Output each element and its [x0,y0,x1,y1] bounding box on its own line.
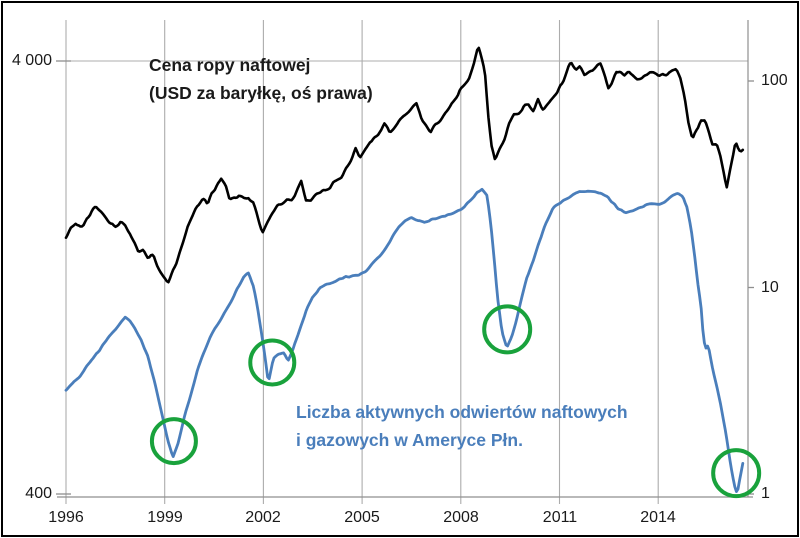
x-axis-label-2008: 2008 [443,509,479,526]
oil-price-series-label: Cena ropy naftowej (USD za baryłkę, oś p… [149,52,373,107]
x-axis-label-2011: 2011 [542,509,578,526]
oil-price-series-label-line1: Cena ropy naftowej [149,55,311,75]
rig-count-series-label: Liczba aktywnych odwiertów naftowych i g… [296,399,628,454]
oil-price-line [64,46,745,284]
oil-price-series-label-line2: (USD za baryłkę, oś prawa) [149,82,373,103]
rig-count-series-label-line1: Liczba aktywnych odwiertów naftowych [296,402,628,422]
x-axis-label-2014: 2014 [640,509,676,526]
highlight-circle-4 [711,448,762,499]
left-axis-label-4000: 4 000 [11,52,52,69]
x-axis-label-2002: 2002 [245,509,281,526]
highlight-circle-1 [149,417,198,466]
rig-count-series-label-line2: i gazowych w Ameryce Płn. [296,429,523,450]
highlight-circle-3 [482,304,533,355]
x-axis-label-2005: 2005 [344,509,380,526]
left-axis-label-400: 400 [25,485,52,502]
right-axis-label-10: 10 [761,279,779,296]
x-axis-label-1999: 1999 [147,509,183,526]
right-axis-label-100: 100 [761,72,788,89]
x-axis-label-1996: 1996 [48,509,84,526]
highlight-circle-2 [248,338,297,387]
right-axis-label-1: 1 [761,485,770,502]
rig-count-line [64,187,745,493]
